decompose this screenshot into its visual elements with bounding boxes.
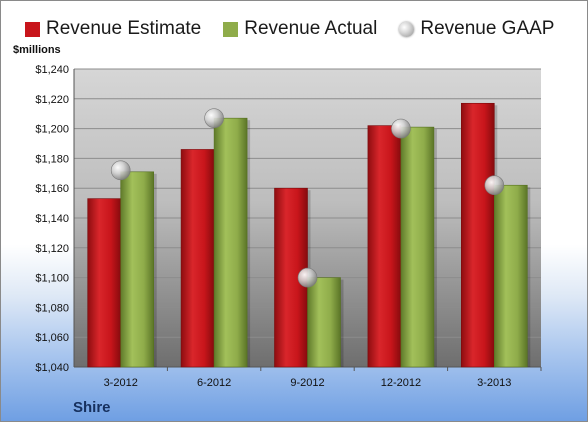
y-tick-label: $1,180 bbox=[35, 153, 69, 165]
point-gaap bbox=[391, 118, 411, 139]
bar-actual bbox=[307, 277, 341, 368]
point-gaap bbox=[297, 267, 318, 288]
bar-estimate bbox=[460, 102, 495, 368]
legend-label-actual: Revenue Actual bbox=[244, 18, 378, 39]
legend-label-estimate: Revenue Estimate bbox=[46, 18, 202, 39]
bar-actual bbox=[493, 184, 528, 368]
x-tick-label: 3-2012 bbox=[104, 377, 138, 389]
legend-swatch-actual bbox=[223, 21, 239, 37]
point-gaap bbox=[484, 175, 505, 196]
y-tick-label: $1,160 bbox=[35, 183, 69, 195]
y-axis-label: $millions bbox=[13, 44, 61, 56]
y-tick-label: $1,100 bbox=[35, 273, 69, 285]
bar-actual bbox=[213, 117, 248, 368]
bar-actual bbox=[120, 171, 154, 368]
bar-estimate bbox=[87, 198, 121, 368]
y-tick-label: $1,220 bbox=[35, 94, 69, 106]
company-name: Shire bbox=[73, 399, 111, 416]
legend-item-actual: Revenue Actual bbox=[223, 18, 377, 40]
y-tick-label: $1,140 bbox=[35, 213, 69, 225]
y-tick-label: $1,240 bbox=[35, 64, 69, 76]
bar-actual bbox=[400, 126, 435, 368]
legend: Revenue Estimate Revenue Actual Revenue … bbox=[25, 15, 554, 43]
legend-label-gaap: Revenue GAAP bbox=[420, 18, 555, 39]
y-tick-label: $1,060 bbox=[35, 332, 69, 344]
y-tick-label: $1,040 bbox=[35, 362, 69, 374]
point-gaap bbox=[204, 108, 224, 128]
bar-estimate bbox=[180, 149, 215, 368]
legend-swatch-gaap bbox=[399, 21, 415, 37]
legend-item-estimate: Revenue Estimate bbox=[25, 18, 201, 40]
point-gaap bbox=[110, 160, 131, 181]
legend-item-gaap: Revenue GAAP bbox=[399, 18, 554, 40]
x-tick-label: 9-2012 bbox=[290, 377, 324, 389]
x-tick-label: 3-2013 bbox=[477, 377, 511, 389]
y-tick-label: $1,200 bbox=[35, 124, 69, 136]
bar-estimate bbox=[367, 125, 402, 368]
legend-swatch-estimate bbox=[25, 21, 40, 37]
x-tick-label: 6-2012 bbox=[197, 377, 231, 389]
x-tick-label: 12-2012 bbox=[381, 377, 421, 389]
y-tick-label: $1,080 bbox=[35, 302, 69, 314]
y-tick-label: $1,120 bbox=[35, 243, 69, 255]
